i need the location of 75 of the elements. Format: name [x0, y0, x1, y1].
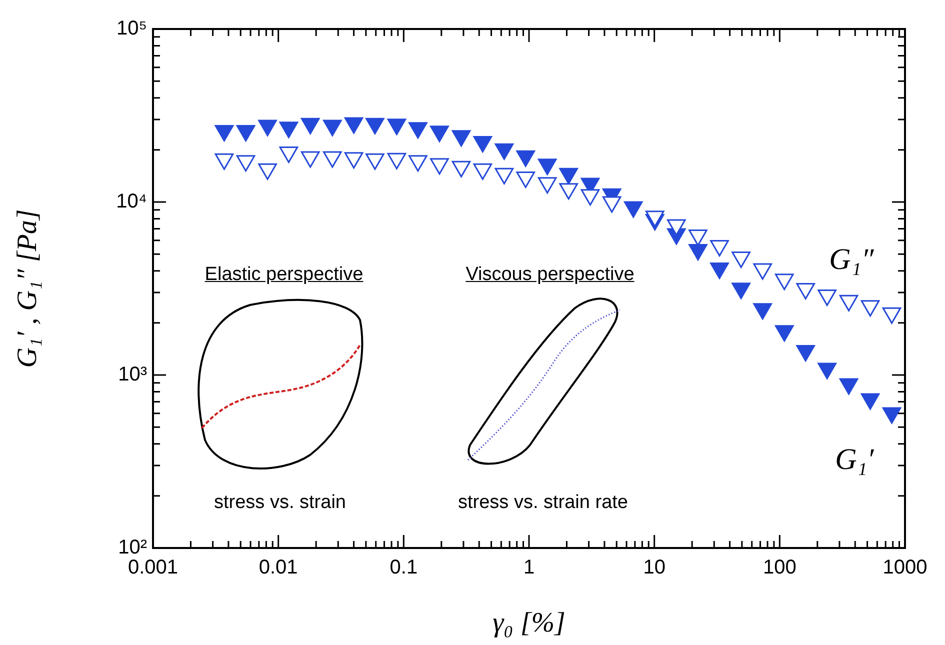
- point: [882, 407, 902, 424]
- x-tick-label: 1000: [882, 556, 928, 579]
- point: [753, 303, 772, 320]
- point: [818, 290, 837, 306]
- point: [559, 183, 578, 200]
- point: [516, 172, 536, 188]
- point: [796, 283, 815, 300]
- point: [494, 143, 514, 160]
- y-tick-label: 10⁵: [116, 18, 147, 40]
- point: [430, 126, 449, 142]
- point: [387, 152, 406, 170]
- point: [710, 262, 729, 280]
- point: [236, 125, 256, 142]
- y-tick-label: 10²: [118, 536, 148, 559]
- x-tick-label: 10: [643, 556, 666, 579]
- x-tick-label: 100: [762, 556, 796, 579]
- y-tick-label: 10⁴: [116, 190, 147, 213]
- point: [688, 244, 708, 260]
- point: [839, 378, 858, 395]
- point: [322, 151, 342, 168]
- annotation: Elastic perspective: [204, 264, 364, 286]
- y-axis-title: G₁′ , G₁″ [Pa]: [12, 209, 44, 368]
- point: [300, 151, 320, 168]
- point: [300, 118, 320, 134]
- point: [796, 345, 815, 362]
- annotation: Viscous perspective: [466, 264, 634, 286]
- point: [516, 150, 536, 167]
- point: [473, 163, 492, 180]
- x-tick-label: 0.1: [390, 556, 418, 579]
- point: [430, 158, 449, 175]
- point: [818, 362, 837, 380]
- point: [860, 300, 880, 317]
- x-tick-label: 0.01: [258, 556, 298, 579]
- point: [279, 146, 298, 163]
- point: [602, 196, 622, 213]
- point: [538, 158, 557, 176]
- point: [214, 125, 234, 142]
- annotation: stress vs. strain rate: [458, 492, 628, 514]
- point: [279, 122, 298, 138]
- y-tick-label: 10³: [118, 364, 148, 386]
- point: [344, 152, 364, 169]
- point: [473, 136, 492, 152]
- point: [538, 177, 557, 194]
- point: [774, 325, 794, 342]
- point: [580, 189, 600, 206]
- point: [408, 122, 428, 139]
- point: [366, 153, 384, 170]
- point: [452, 130, 471, 147]
- series-label: G₁′: [835, 442, 874, 476]
- point: [494, 168, 514, 184]
- x-tick-label: 1: [523, 556, 535, 579]
- point: [774, 274, 794, 290]
- point: [732, 282, 750, 300]
- point: [322, 120, 342, 136]
- x-axis-title: γ₀ [%]: [492, 608, 566, 639]
- point: [452, 160, 471, 178]
- annotation: stress vs. strain: [214, 492, 346, 514]
- series-label: G₁″: [829, 242, 874, 276]
- point: [236, 155, 256, 172]
- point: [624, 201, 643, 218]
- point: [258, 120, 277, 136]
- x-tick-label: 0.001: [128, 556, 178, 579]
- point: [408, 155, 428, 172]
- point: [710, 240, 729, 256]
- point: [839, 294, 858, 312]
- point: [258, 163, 277, 180]
- point: [753, 263, 772, 280]
- point: [344, 117, 364, 134]
- point: [387, 118, 406, 136]
- point: [882, 307, 902, 324]
- point: [860, 393, 880, 410]
- point: [559, 168, 578, 184]
- point: [214, 153, 234, 170]
- point: [732, 252, 750, 268]
- point: [366, 118, 384, 134]
